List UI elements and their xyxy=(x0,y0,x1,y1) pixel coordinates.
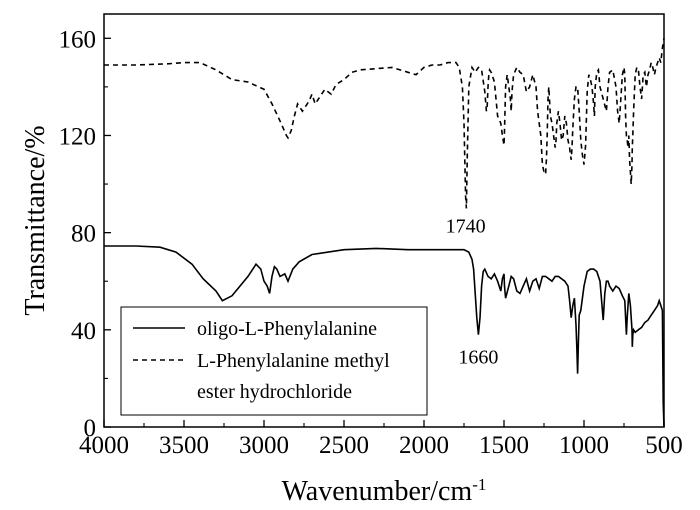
y-tick-label: 80 xyxy=(71,221,96,248)
peak-label-1660: 1660 xyxy=(458,347,498,369)
y-tick-label: 160 xyxy=(59,26,97,53)
x-tick-label: 3000 xyxy=(239,432,289,459)
legend-label-oligo: oligo-L-Phenylalanine xyxy=(197,318,377,340)
x-tick-label: 2000 xyxy=(399,432,449,459)
y-tick-label: 40 xyxy=(71,318,96,345)
x-axis-title-superscript: -1 xyxy=(472,475,486,494)
x-tick-label: 4000 xyxy=(79,432,129,459)
x-tick-label: 1000 xyxy=(559,432,609,459)
x-axis-title-text: Wavenumber/cm xyxy=(282,476,473,507)
x-tick-label: 2500 xyxy=(319,432,369,459)
x-tick-label: 3500 xyxy=(159,432,209,459)
plot-area xyxy=(104,38,665,428)
x-tick-label: 500 xyxy=(645,432,683,459)
x-tick-label: 1500 xyxy=(479,432,529,459)
x-axis: 4000 3500 3000 2500 2000 1500 1000 500 xyxy=(79,420,683,459)
series-line-oligo-l-phenylalanine xyxy=(104,245,665,428)
series-line-l-phenylalanine-methyl-ester-hydrochloride xyxy=(104,38,665,209)
y-axis: 0 40 80 120 160 xyxy=(59,26,111,442)
legend-box xyxy=(120,306,428,416)
y-axis-title: Transmittance/% xyxy=(20,125,51,315)
peak-label-1740: 1740 xyxy=(446,215,486,237)
y-tick-label: 120 xyxy=(59,123,97,150)
legend: oligo-L-Phenylalanine L-Phenylalanine me… xyxy=(120,306,428,416)
legend-label-methyl-ester-line1: L-Phenylalanine methyl xyxy=(197,350,390,372)
peak-annotations: 1740 1660 xyxy=(446,215,499,368)
legend-label-methyl-ester-line2: ester hydrochloride xyxy=(197,381,352,403)
x-axis-title: Wavenumber/cm-1 xyxy=(282,475,487,507)
y-tick-label: 0 xyxy=(84,415,97,442)
